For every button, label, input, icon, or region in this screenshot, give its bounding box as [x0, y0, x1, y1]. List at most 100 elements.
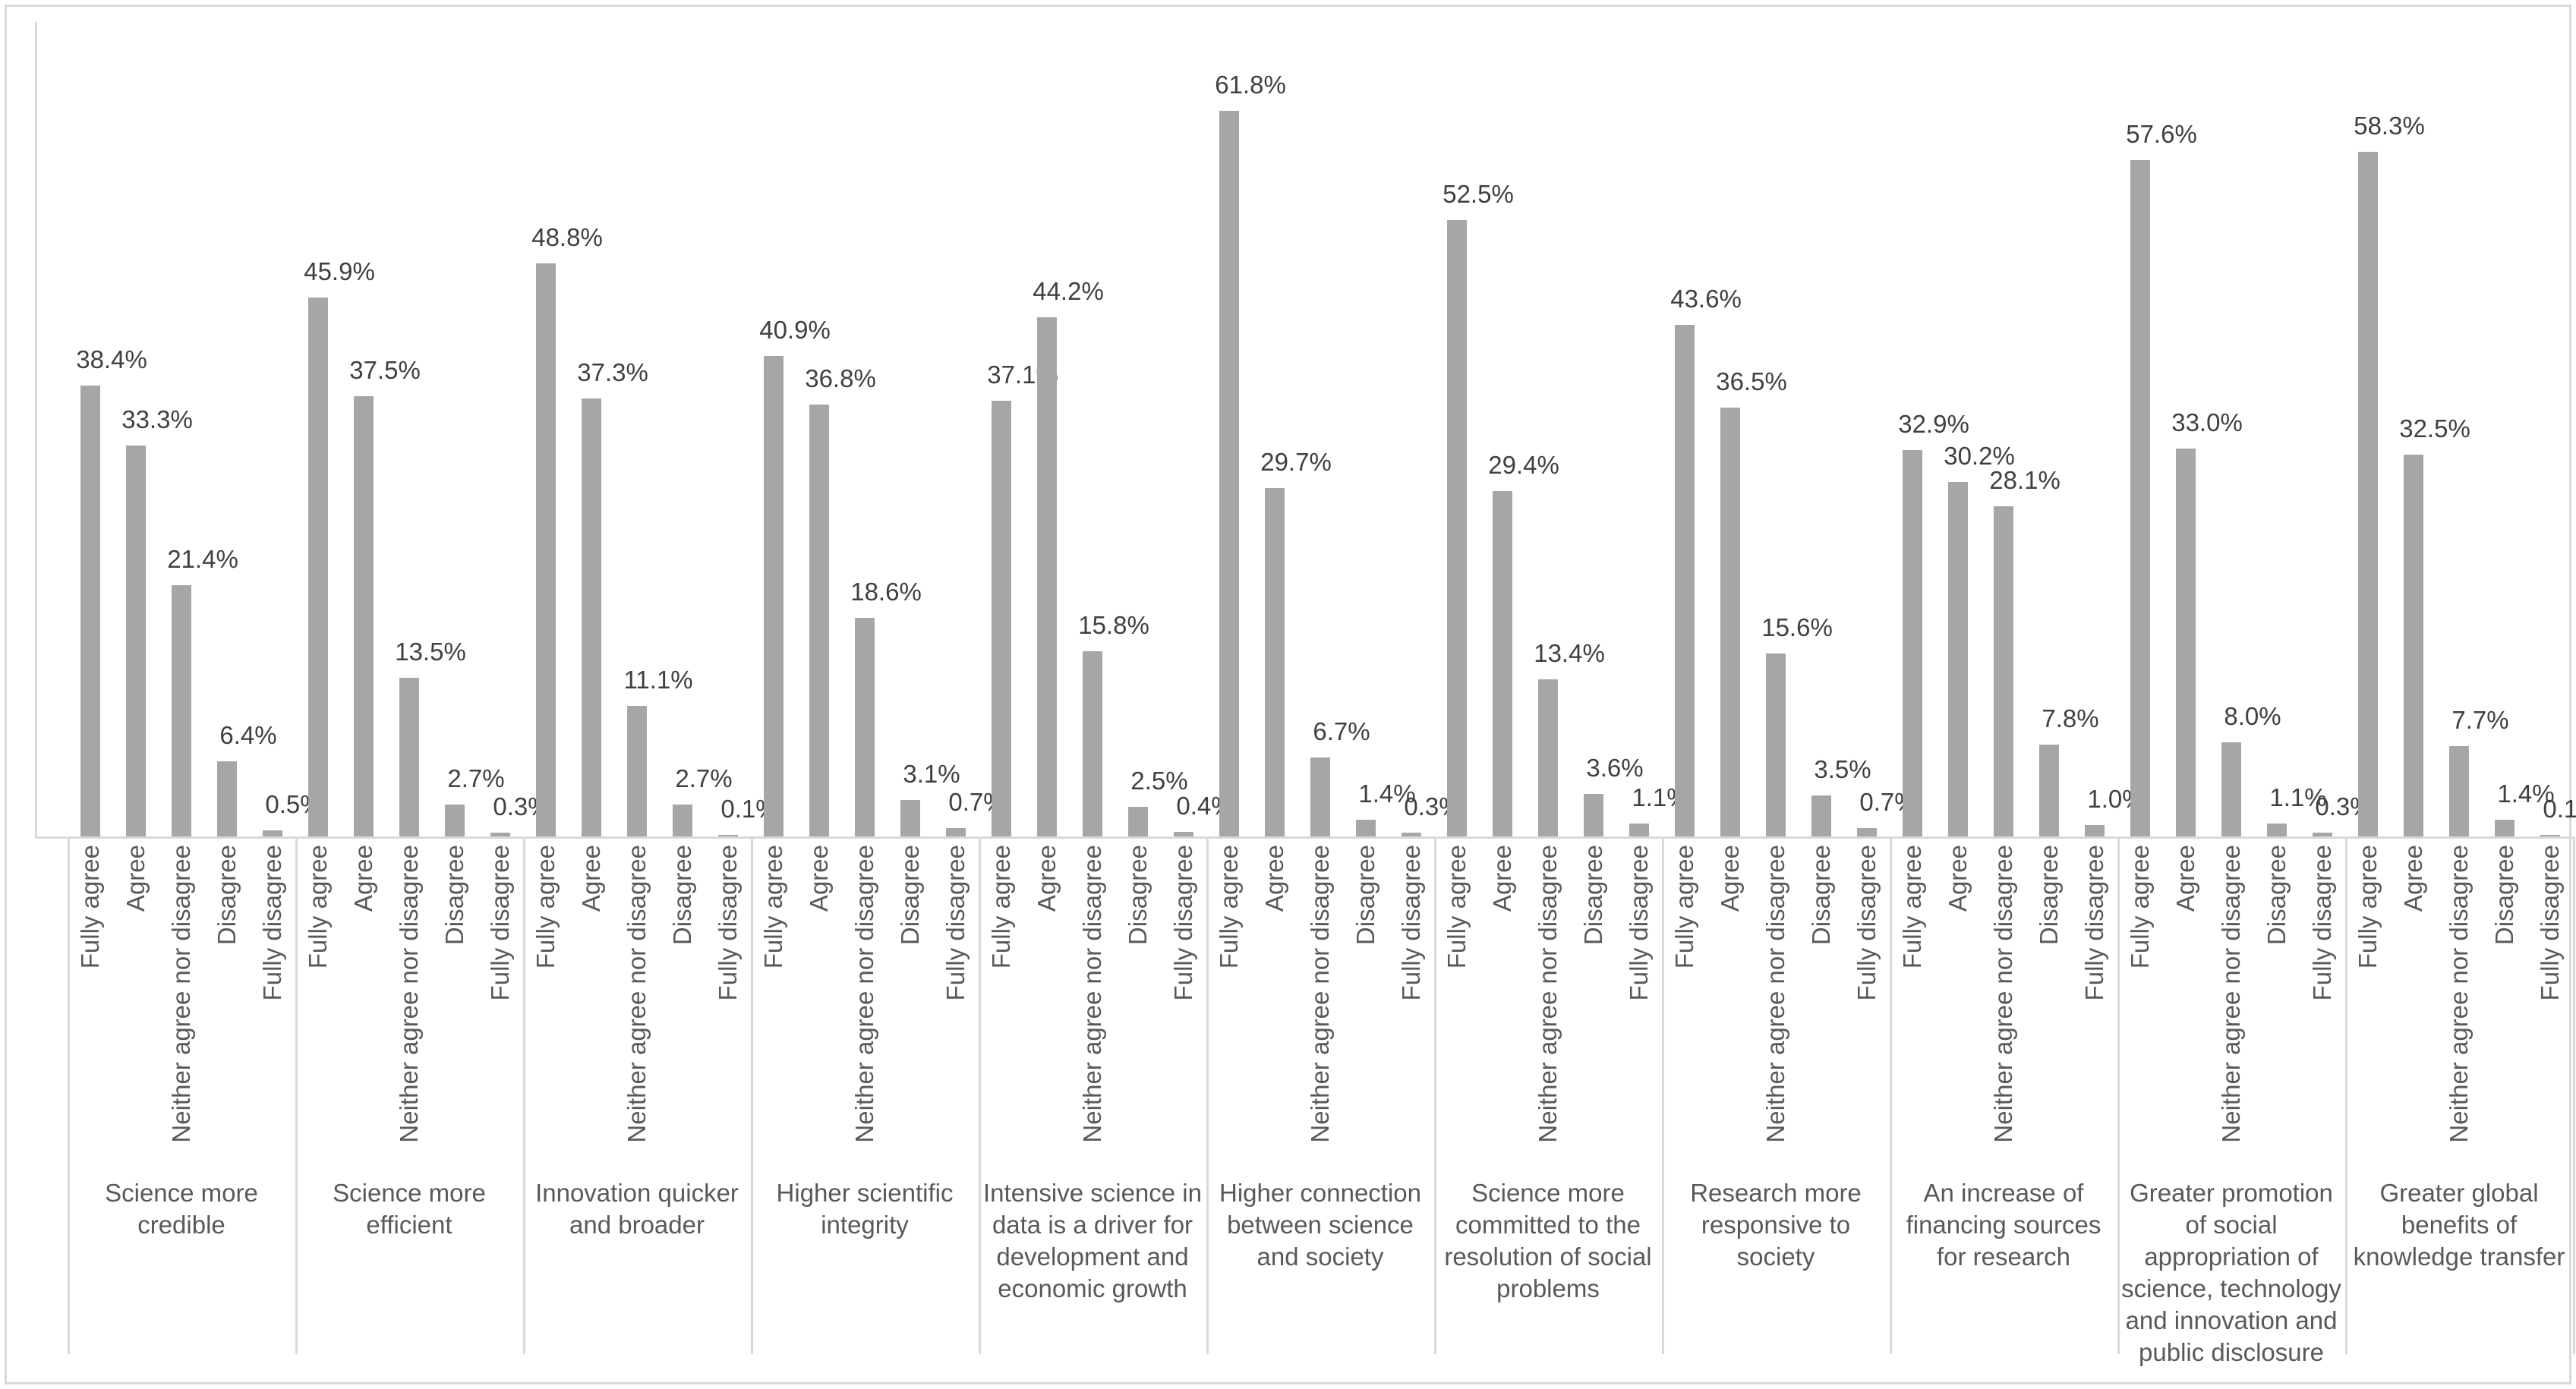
bar: [1493, 491, 1512, 836]
bar: [1083, 651, 1102, 836]
bar: [536, 263, 556, 836]
bar-value-label: 32.9%: [1898, 410, 1969, 438]
axis-tick-label: Disagree: [896, 845, 924, 946]
bar: [2221, 742, 2241, 836]
group-separator: [2345, 836, 2347, 1354]
bar: [809, 405, 829, 836]
bar-value-label: 1.1%: [2269, 783, 2327, 811]
axis-tick-label: Fully agree: [1898, 845, 1926, 969]
axis-tick-label: Disagree: [2262, 845, 2291, 946]
axis-tick-label: Fully agree: [987, 845, 1015, 969]
axis-tick-label: Neither agree nor disagree: [850, 845, 878, 1143]
bar: [80, 386, 100, 836]
group-separator: [1206, 836, 1209, 1354]
axis-tick-label: Fully agree: [1670, 845, 1698, 969]
bar: [1811, 795, 1831, 836]
axis-tick-label: Neither agree nor disagree: [1306, 845, 1334, 1143]
axis-tick-label: Agree: [1944, 845, 1972, 912]
axis-tick-label: Fully disagree: [1397, 845, 1425, 1001]
bar: [1857, 828, 1877, 836]
bar: [627, 706, 647, 836]
bar: [1037, 317, 1057, 836]
bar: [1447, 220, 1467, 836]
axis-tick-label: Fully disagree: [714, 845, 742, 1001]
bar-chart: 38.4% Fully agree 33.3% Agree 21.4% Neither a…: [7, 7, 2576, 1382]
axis-tick-label: Agree: [1488, 845, 1516, 912]
bar-value-label: 3.1%: [903, 760, 960, 788]
group-separator: [68, 836, 70, 1354]
bar-value-label: 1.4%: [1358, 780, 1416, 808]
bar-value-label: 2.7%: [447, 764, 505, 792]
x-axis-line: [35, 836, 2575, 839]
axis-tick-label: Neither agree nor disagree: [623, 845, 651, 1143]
axis-tick-label: Fully agree: [2126, 845, 2154, 969]
axis-tick-label: Neither agree nor disagree: [2217, 845, 2245, 1143]
bar: [1720, 408, 1740, 836]
bar-value-label: 3.6%: [1586, 754, 1644, 782]
bar-value-label: 29.7%: [1260, 448, 1332, 476]
axis-tick-label: Neither agree nor disagree: [1761, 845, 1789, 1143]
category-label: Greater promotion of social appropriatio…: [2121, 1179, 2341, 1366]
category-label: Higher scientific integrity: [776, 1179, 954, 1239]
bar-value-label: 30.2%: [1944, 442, 2015, 470]
bar-value-label: 8.0%: [2224, 702, 2281, 730]
group-separator: [2117, 836, 2120, 1354]
bar-value-label: 7.8%: [2042, 704, 2099, 732]
bar: [308, 298, 328, 836]
y-axis-line: [35, 22, 37, 836]
axis-tick-label: Disagree: [1124, 845, 1152, 946]
bar: [1402, 833, 1421, 836]
category-label: Science more credible: [105, 1179, 258, 1239]
bar-value-label: 43.6%: [1670, 285, 1742, 313]
bar: [2039, 745, 2059, 836]
bar-value-label: 13.5%: [395, 638, 466, 666]
group-separator: [1890, 836, 1892, 1354]
bar: [1948, 482, 1968, 836]
axis-tick-label: Disagree: [440, 845, 468, 946]
bar-value-label: 29.4%: [1488, 451, 1559, 479]
bar-value-label: 21.4%: [167, 545, 238, 573]
bar-value-label: 13.4%: [1534, 639, 1605, 667]
axis-tick-label: Agree: [2171, 845, 2199, 912]
bar-value-label: 33.3%: [121, 405, 193, 433]
bar: [172, 585, 191, 836]
bar-value-label: 37.5%: [349, 356, 421, 384]
category-label: Science more committed to the resolution…: [1444, 1179, 1652, 1302]
bar-value-label: 32.5%: [2399, 414, 2470, 443]
bar: [900, 800, 920, 836]
axis-tick-label: Agree: [2399, 845, 2427, 912]
bar: [445, 805, 465, 836]
axis-tick-label: Neither agree nor disagree: [2445, 845, 2473, 1143]
bar-value-label: 36.5%: [1716, 367, 1787, 395]
bar-value-label: 58.3%: [2354, 112, 2425, 140]
group-separator: [1434, 836, 1436, 1354]
category-label: An increase of financing sources for res…: [1906, 1179, 2101, 1271]
group-separator: [1662, 836, 1664, 1354]
bar-value-label: 37.3%: [577, 358, 648, 386]
bar: [2449, 746, 2469, 836]
bar: [1265, 488, 1285, 836]
axis-tick-label: Fully disagree: [1852, 845, 1881, 1001]
category-label: Innovation quicker and broader: [535, 1179, 739, 1239]
axis-tick-label: Disagree: [668, 845, 696, 946]
axis-tick-label: Agree: [805, 845, 833, 912]
axis-tick-label: Fully disagree: [2080, 845, 2108, 1001]
bar: [490, 833, 510, 836]
axis-tick-label: Agree: [1033, 845, 1061, 912]
bar-value-label: 44.2%: [1033, 277, 1104, 305]
group-separator: [2573, 836, 2575, 1354]
axis-tick-label: Disagree: [2490, 845, 2518, 946]
axis-tick-label: Fully disagree: [1625, 845, 1653, 1001]
bar: [992, 401, 1011, 836]
axis-tick-label: Agree: [1260, 845, 1288, 912]
bar-value-label: 15.6%: [1761, 613, 1833, 641]
bar-value-label: 61.8%: [1215, 71, 1286, 99]
axis-tick-label: Neither agree nor disagree: [167, 845, 195, 1143]
bar-value-label: 0.1%: [2543, 795, 2576, 823]
bar: [1766, 654, 1786, 836]
axis-tick-label: Fully agree: [531, 845, 560, 969]
axis-tick-label: Agree: [577, 845, 605, 912]
bar-value-label: 6.7%: [1313, 717, 1370, 745]
bar: [2130, 160, 2150, 836]
bar-value-label: 15.8%: [1078, 611, 1149, 639]
